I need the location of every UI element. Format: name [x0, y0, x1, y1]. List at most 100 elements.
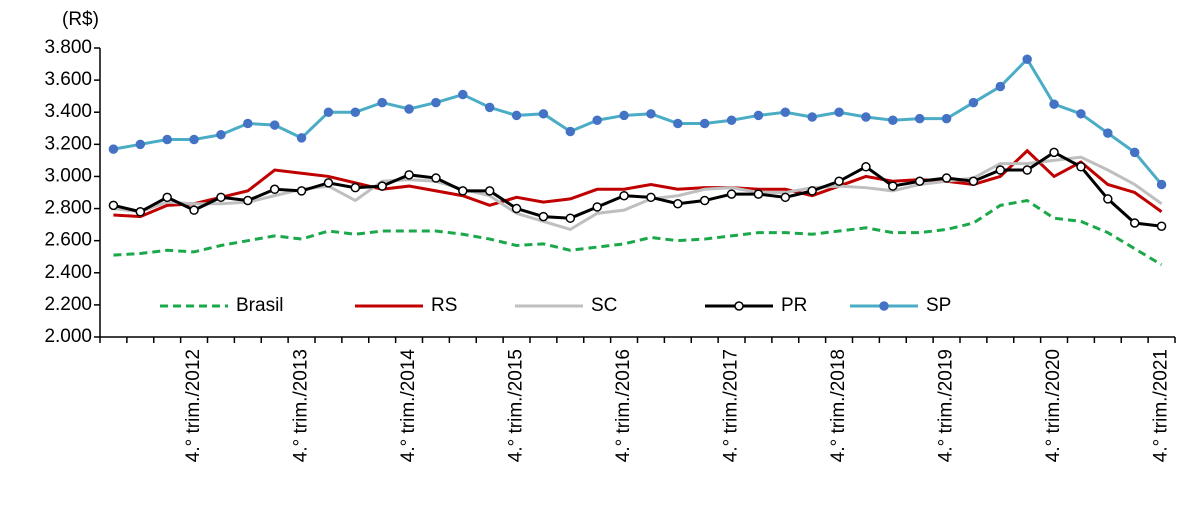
data-point [135, 139, 146, 150]
data-point [861, 112, 871, 122]
data-point [484, 102, 495, 113]
y-tick-label: 3.800 [44, 37, 92, 58]
data-point [216, 129, 226, 140]
y-tick-label: 2.400 [44, 262, 92, 283]
data-point [995, 81, 1006, 92]
data-point [565, 126, 576, 137]
x-tick-label: 4.° trim./2016 [613, 349, 634, 462]
data-point [1129, 218, 1140, 228]
y-tick-label: 3.400 [44, 101, 92, 122]
x-tick-label: 4.° trim./2021 [1151, 349, 1172, 462]
data-point [135, 207, 146, 217]
data-point [995, 165, 1006, 175]
data-point [1022, 165, 1032, 175]
data-point [699, 195, 710, 206]
data-point [941, 113, 952, 124]
data-point [431, 97, 441, 108]
data-point [1129, 147, 1140, 158]
line-series [113, 150, 1162, 228]
data-point [780, 107, 791, 117]
data-point [673, 118, 683, 129]
data-point [243, 195, 253, 206]
data-point [269, 120, 280, 130]
data-point [834, 176, 844, 187]
legend-label: PR [781, 295, 807, 316]
data-point [1156, 221, 1167, 231]
data-point [592, 115, 602, 125]
data-point [914, 113, 925, 124]
data-point [646, 192, 656, 203]
x-tick-label: 4.° trim./2018 [828, 349, 849, 462]
data-point [807, 112, 817, 122]
y-tick-label: 2.600 [44, 230, 92, 251]
line-series [113, 148, 1163, 219]
y-tick-label: 2.200 [44, 294, 92, 315]
data-point [1103, 128, 1113, 138]
data-point [216, 192, 226, 203]
y-tick-label: 2.000 [44, 326, 92, 347]
data-point [269, 184, 280, 195]
legend-label: SC [591, 295, 617, 316]
data-point [1049, 99, 1059, 109]
data-point [914, 176, 925, 187]
legend-marker [734, 301, 744, 311]
data-point [162, 134, 172, 145]
line-series [113, 198, 1163, 267]
data-point [189, 134, 199, 145]
data-point [726, 189, 737, 199]
data-point [377, 97, 387, 108]
y-tick-label: 2.800 [44, 198, 92, 219]
data-point [350, 107, 361, 117]
data-point [108, 144, 119, 154]
data-point [350, 182, 361, 193]
x-tick-label: 4.° trim./2015 [506, 349, 527, 462]
data-point [619, 190, 629, 201]
x-tick-label: 4.° trim./2012 [183, 349, 204, 462]
data-point [1156, 179, 1167, 190]
data-point [296, 186, 307, 196]
legend-label: SP [926, 295, 951, 316]
data-point [619, 110, 629, 121]
data-point [673, 198, 683, 209]
data-point [296, 133, 307, 143]
legend-marker [879, 301, 889, 311]
data-point [243, 118, 253, 129]
data-point [189, 205, 199, 215]
data-point [565, 213, 576, 223]
data-point [404, 104, 414, 114]
data-point [511, 110, 522, 121]
data-point [888, 181, 898, 191]
data-point [1076, 109, 1086, 119]
data-point [834, 107, 844, 117]
data-point [807, 186, 817, 196]
data-point [646, 109, 656, 119]
data-point [592, 202, 602, 212]
x-tick-label: 4.° trim./2014 [398, 349, 419, 463]
data-point [484, 186, 495, 196]
data-point [538, 211, 549, 222]
data-point [323, 107, 334, 117]
data-point [968, 97, 979, 108]
y-tick-label: 3.600 [44, 69, 92, 90]
data-point [1103, 194, 1113, 204]
legend-label: RS [431, 295, 457, 316]
data-point [511, 203, 522, 214]
data-point [162, 192, 172, 203]
data-point [780, 192, 791, 203]
y-tick-label: 3.200 [44, 133, 92, 154]
data-point [1049, 147, 1059, 158]
x-tick-label: 4.° trim./2019 [936, 349, 957, 462]
data-point [404, 170, 414, 180]
data-point [458, 186, 468, 196]
data-point [458, 89, 468, 100]
data-point [377, 181, 387, 191]
data-point [968, 176, 979, 187]
x-tick-label: 4.° trim./2017 [721, 349, 742, 462]
data-point [538, 109, 549, 119]
data-point [861, 162, 871, 172]
y-tick-label: 3.000 [44, 165, 92, 186]
line-series [113, 56, 1163, 186]
data-point [753, 189, 764, 199]
data-point [753, 110, 764, 121]
